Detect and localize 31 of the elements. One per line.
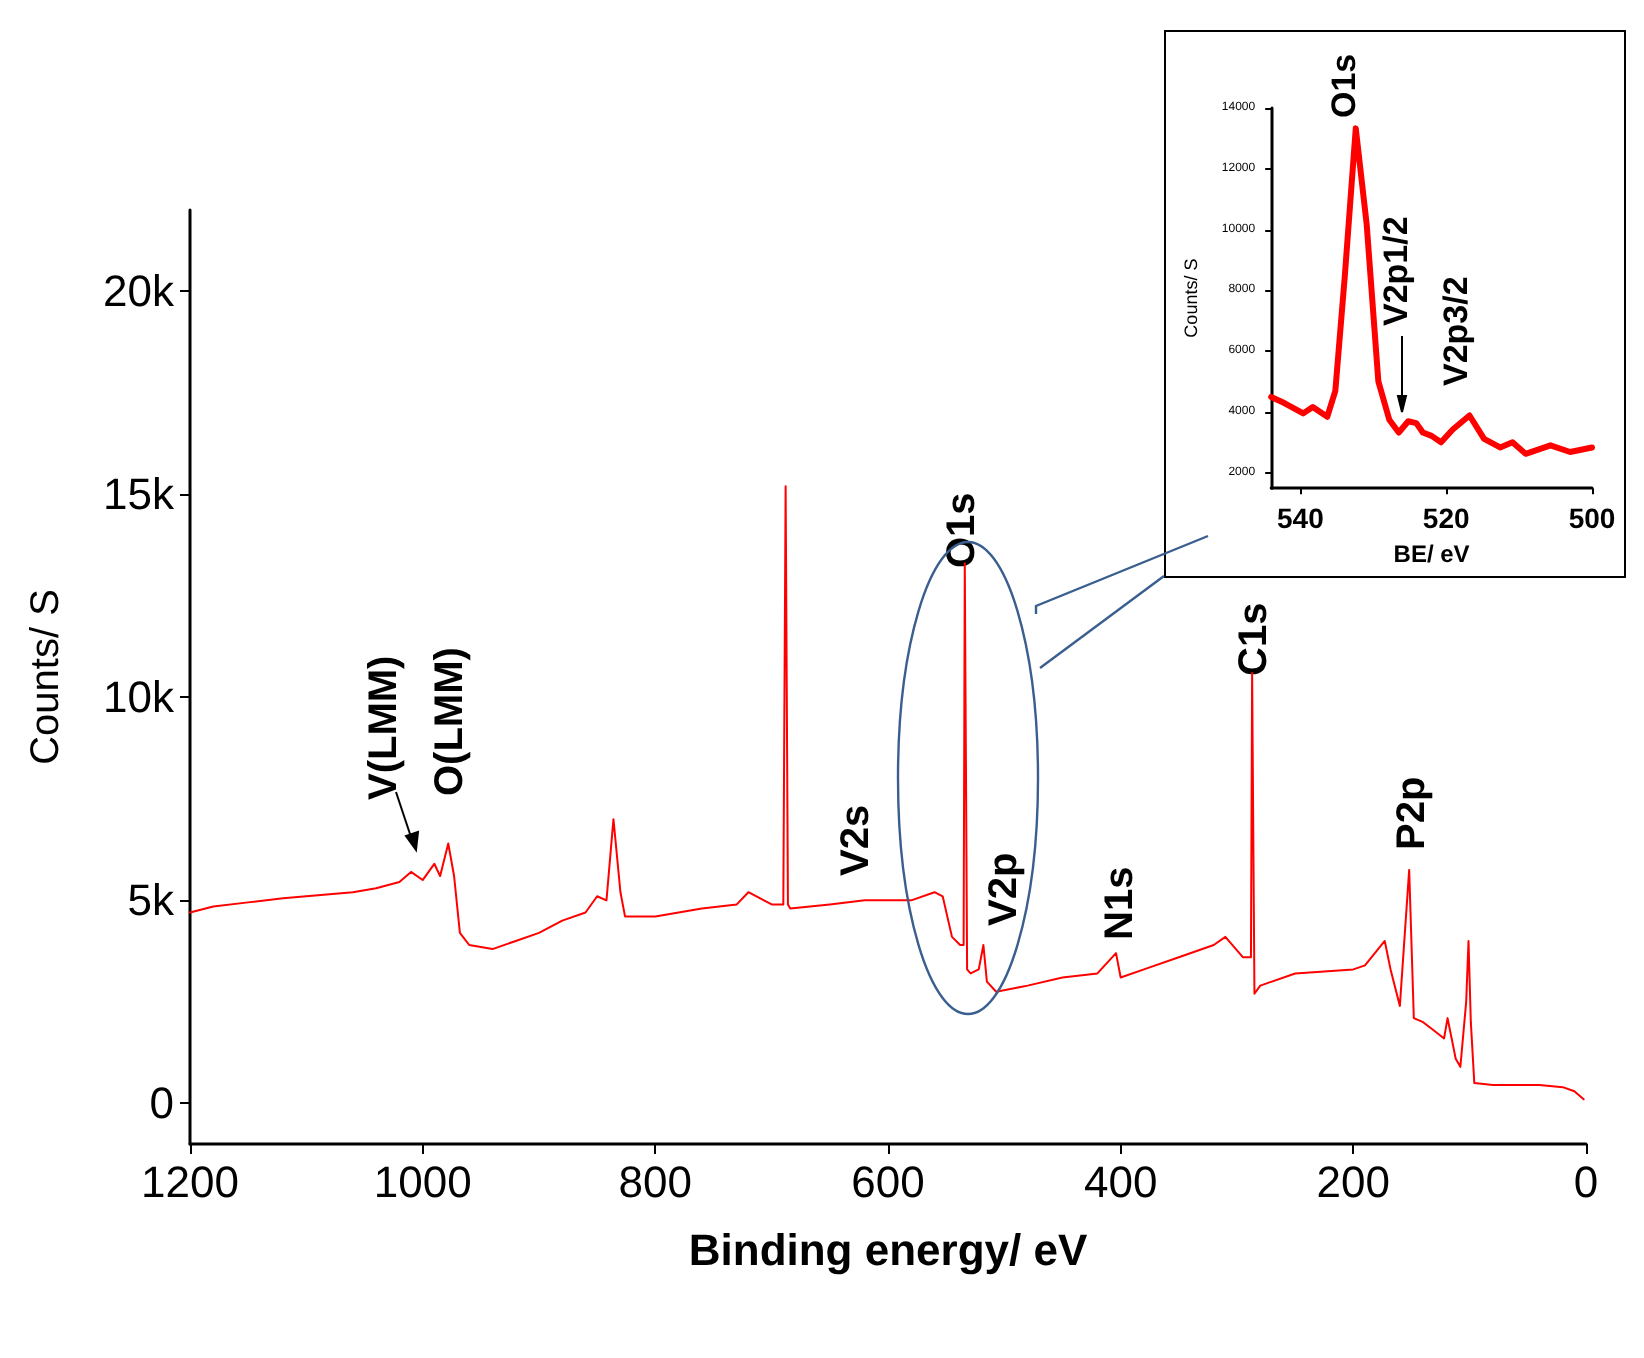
x-tick-label: 600 xyxy=(851,1157,925,1207)
x-tick-label: 540 xyxy=(1276,502,1325,535)
x-tick-label: 1200 xyxy=(141,1157,239,1207)
y-tick-label: 20k xyxy=(103,266,176,317)
x-tick-label: 1000 xyxy=(373,1157,472,1207)
x-tick-label: 0 xyxy=(1573,1157,1599,1207)
y-tick-label: 15k xyxy=(103,469,176,520)
line-series xyxy=(1268,125,1595,457)
x-tick-label: 400 xyxy=(1083,1157,1158,1207)
x-tick-label: 520 xyxy=(1422,502,1470,535)
annotation: O1s xyxy=(940,492,984,568)
annotation: P2p xyxy=(1390,776,1434,850)
annotation: V2p3/2 xyxy=(1437,276,1475,386)
y-tick-label: 10k xyxy=(103,672,176,723)
x-tick-label: 800 xyxy=(618,1157,693,1207)
annotation: O1s xyxy=(1325,53,1363,118)
annotation: N1s xyxy=(1098,866,1142,940)
annotation: V2p1/2 xyxy=(1377,216,1415,326)
x-axis-title: BE/ eV xyxy=(1393,540,1470,568)
annotation: C1s xyxy=(1232,602,1276,676)
annotation: V(LMM) xyxy=(362,655,406,800)
y-tick-label: 5k xyxy=(127,875,176,926)
x-axis-title: Binding energy/ eV xyxy=(688,1225,1088,1275)
y-tick-label: 0 xyxy=(149,1078,174,1129)
annotation: O(LMM) xyxy=(428,647,472,796)
x-tick-label: 200 xyxy=(1316,1157,1391,1207)
annotation: V2p xyxy=(982,852,1026,926)
y-axis-title: Counts/ S xyxy=(24,589,68,765)
x-tick-label: 500 xyxy=(1568,502,1616,535)
y-axis-title: Counts/ S xyxy=(1181,258,1201,338)
annotation: V2s xyxy=(834,804,878,876)
